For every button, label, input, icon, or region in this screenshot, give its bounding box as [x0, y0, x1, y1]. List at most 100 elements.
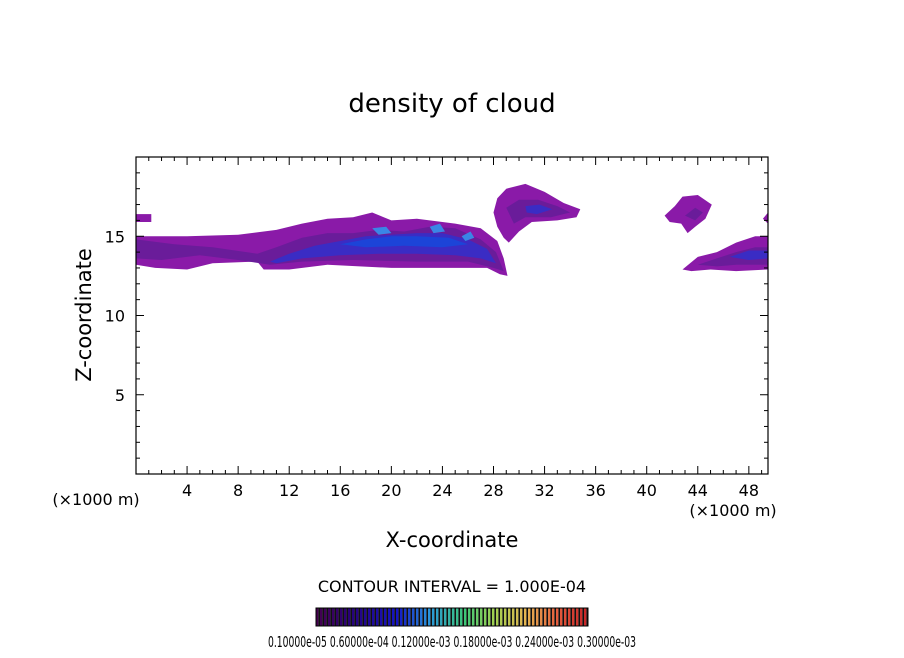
colorbar-cell [328, 608, 331, 626]
colorbar-cell-divider [486, 608, 488, 626]
colorbar-cell-divider [322, 608, 324, 626]
colorbar-cell [352, 608, 355, 626]
colorbar-cell [480, 608, 483, 626]
colorbar-cell [428, 608, 431, 626]
colorbar-cell-divider [562, 608, 564, 626]
y-tick-label: 15 [105, 227, 125, 246]
colorbar-cell [576, 608, 579, 626]
contour-interval-label: CONTOUR INTERVAL = 1.000E-04 [318, 577, 586, 596]
colorbar-cell [324, 608, 327, 626]
colorbar-cell [440, 608, 443, 626]
colorbar-cell-divider [574, 608, 576, 626]
colorbar-cell-divider [378, 608, 380, 626]
colorbar-cell [368, 608, 371, 626]
colorbar-cell [468, 608, 471, 626]
colorbar-cell-divider [418, 608, 420, 626]
colorbar-cell [420, 608, 423, 626]
contour-main-cloud-dense [340, 236, 468, 248]
colorbar-cell [556, 608, 559, 626]
colorbar-cell-divider [458, 608, 460, 626]
colorbar-cell [384, 608, 387, 626]
colorbar-cell-divider [586, 608, 588, 626]
colorbar-cell-divider [446, 608, 448, 626]
colorbar-cell [416, 608, 419, 626]
colorbar-cell [544, 608, 547, 626]
x-tick-label: 44 [688, 481, 708, 500]
colorbar-cell-divider [442, 608, 444, 626]
contour-peak-3 [461, 231, 475, 241]
colorbar-cell-divider [566, 608, 568, 626]
contour-right-lower-cloud-core [729, 250, 768, 260]
colorbar-cell [436, 608, 439, 626]
colorbar-cell-divider [578, 608, 580, 626]
colorbar-cell-divider [502, 608, 504, 626]
colorbar-cell [348, 608, 351, 626]
colorbar-cell [344, 608, 347, 626]
colorbar [316, 608, 588, 626]
colorbar-cell-divider [506, 608, 508, 626]
contour-regions [136, 183, 768, 276]
colorbar-cell [404, 608, 407, 626]
colorbar-cell-divider [494, 608, 496, 626]
colorbar-cell-divider [434, 608, 436, 626]
colorbar-cell-divider [386, 608, 388, 626]
colorbar-cell-divider [414, 608, 416, 626]
colorbar-cell-divider [338, 608, 340, 626]
colorbar-cell [552, 608, 555, 626]
colorbar-cell-divider [530, 608, 532, 626]
colorbar-cell [408, 608, 411, 626]
colorbar-cell-divider [438, 608, 440, 626]
colorbar-cell-divider [546, 608, 548, 626]
x-unit-right: (×1000 m) [689, 501, 776, 520]
colorbar-cell-divider [318, 608, 320, 626]
colorbar-cell [456, 608, 459, 626]
colorbar-cell [340, 608, 343, 626]
colorbar-cell [540, 608, 543, 626]
colorbar-cell-divider [538, 608, 540, 626]
colorbar-cell [372, 608, 375, 626]
x-tick-label: 4 [182, 481, 192, 500]
colorbar-cell [316, 608, 319, 626]
colorbar-cell [508, 608, 511, 626]
x-tick-label: 36 [585, 481, 605, 500]
colorbar-cell [472, 608, 475, 626]
contour-right-upper-blob-core [685, 207, 703, 221]
colorbar-cell [568, 608, 571, 626]
x-tick-label: 12 [279, 481, 299, 500]
contour-peak-2 [429, 223, 445, 234]
colorbar-cell-divider [470, 608, 472, 626]
y-tick-label: 5 [115, 386, 125, 405]
colorbar-cell-divider [374, 608, 376, 626]
colorbar-cell-divider [402, 608, 404, 626]
colorbar-cell [432, 608, 435, 626]
colorbar-cell [320, 608, 323, 626]
colorbar-cell-divider [342, 608, 344, 626]
plot-frame [135, 156, 769, 475]
colorbar-cell [580, 608, 583, 626]
colorbar-cell-divider [558, 608, 560, 626]
colorbar-cell-divider [518, 608, 520, 626]
colorbar-cell [572, 608, 575, 626]
colorbar-cell [500, 608, 503, 626]
colorbar-cell-divider [334, 608, 336, 626]
colorbar-cell-divider [426, 608, 428, 626]
y-axis-label: Z-coordinate [72, 248, 96, 382]
colorbar-cell [496, 608, 499, 626]
colorbar-cell-divider [582, 608, 584, 626]
colorbar-cell [444, 608, 447, 626]
colorbar-cell-divider [430, 608, 432, 626]
colorbar-cell-divider [394, 608, 396, 626]
x-tick-label: 20 [381, 481, 401, 500]
colorbar-cell-divider [526, 608, 528, 626]
x-tick-label: 48 [739, 481, 759, 500]
colorbar-cell [392, 608, 395, 626]
colorbar-cell-divider [450, 608, 452, 626]
colorbar-cell [524, 608, 527, 626]
colorbar-cell-divider [498, 608, 500, 626]
colorbar-cell [512, 608, 515, 626]
colorbar-cell-divider [462, 608, 464, 626]
colorbar-cell [424, 608, 427, 626]
colorbar-cell [448, 608, 451, 626]
colorbar-cell-divider [550, 608, 552, 626]
colorbar-cell-divider [330, 608, 332, 626]
